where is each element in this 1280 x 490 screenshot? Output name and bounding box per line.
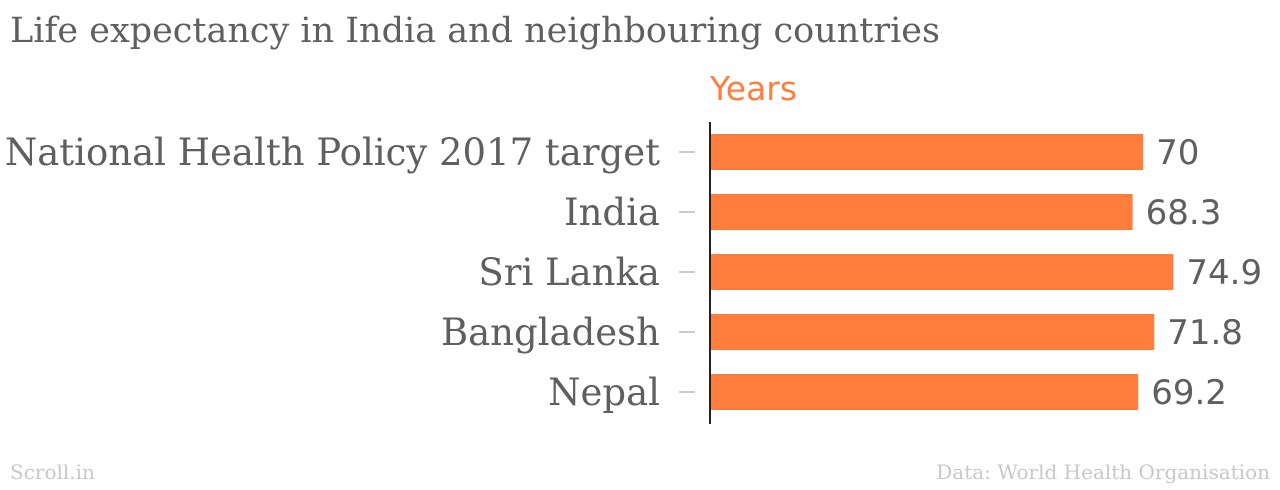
bar [711,254,1174,290]
bar [711,374,1139,410]
value-label: 70 [1156,133,1199,173]
bar [711,194,1133,230]
category-label: Sri Lanka [478,251,660,294]
category-label: India [564,191,660,234]
source-credit: Scroll.in [10,460,95,484]
value-label: 71.8 [1167,313,1243,353]
chart-title: Life expectancy in India and neighbourin… [10,11,940,51]
category-label: Bangladesh [441,311,660,354]
data-credit: Data: World Health Organisation [936,460,1270,484]
value-label: 74.9 [1186,253,1262,293]
value-label: 69.2 [1151,373,1227,413]
value-label: 68.3 [1146,193,1222,233]
category-label: Nepal [548,371,660,414]
unit-label: Years [710,69,798,108]
bar [711,314,1155,350]
bar [711,134,1144,170]
category-label: National Health Policy 2017 target [5,131,660,174]
